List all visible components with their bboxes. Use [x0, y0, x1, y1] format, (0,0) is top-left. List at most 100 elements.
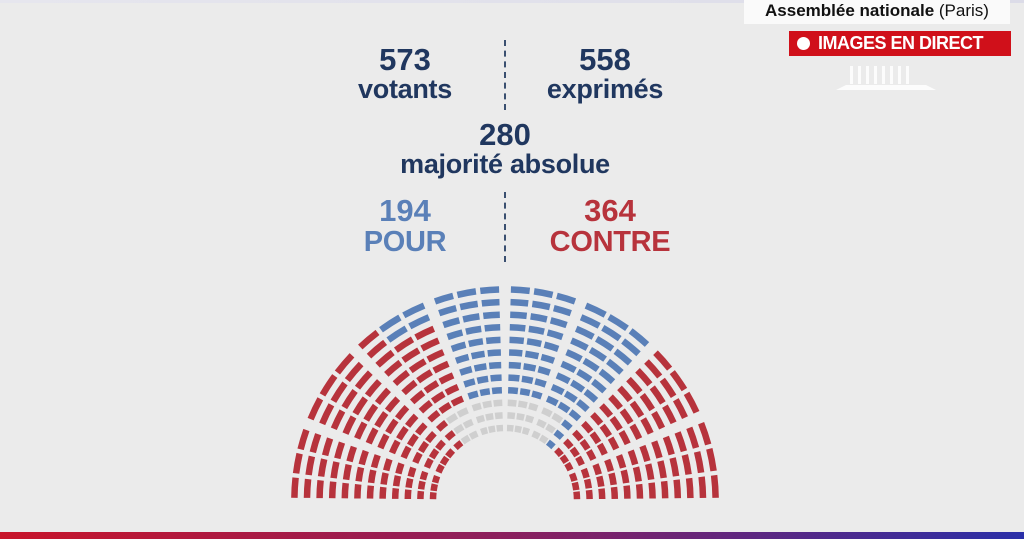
seat-arc — [599, 403, 614, 418]
seat-arc — [450, 341, 467, 352]
seat-arc — [507, 412, 516, 420]
top-divider — [504, 40, 506, 110]
seat-arc — [494, 412, 503, 420]
seat-arc — [510, 286, 531, 295]
seat-arc — [594, 335, 615, 352]
seat-arc — [609, 416, 623, 432]
seat-arc — [445, 412, 459, 425]
seat-arc — [683, 391, 700, 414]
seat-arc — [514, 425, 523, 434]
seat-arc — [366, 485, 375, 499]
seat-arc — [374, 387, 391, 405]
seat-arc — [561, 419, 573, 431]
seat-arc — [460, 434, 471, 445]
seat-arc — [607, 314, 629, 331]
bottom-gradient-bar — [0, 532, 1024, 539]
seat-arc — [553, 429, 565, 440]
seat-arc — [606, 358, 624, 375]
seat-arc — [427, 410, 441, 423]
seat-arc — [445, 448, 456, 459]
seat-arc — [615, 454, 627, 469]
seat-arc — [384, 396, 401, 413]
seat-arc — [305, 455, 316, 476]
seat-arc — [592, 463, 602, 476]
seat-arc — [479, 388, 491, 397]
seat-arc — [370, 454, 381, 469]
seat-arc — [374, 411, 389, 428]
seat-arc — [487, 349, 501, 357]
seat-arc — [521, 427, 530, 436]
seat-arc — [568, 472, 578, 482]
seat-arc — [444, 430, 456, 441]
seat-arc — [432, 360, 450, 374]
seat-arc — [555, 372, 571, 385]
seat-arc — [560, 360, 577, 374]
seat-arc — [519, 388, 531, 397]
seat-arc — [307, 397, 324, 421]
seat-arc — [507, 386, 519, 395]
seat-arc — [297, 428, 310, 451]
seat-arc — [572, 429, 584, 442]
seat-arc — [698, 422, 712, 446]
seat-arc — [391, 488, 400, 499]
seat-arc — [635, 368, 653, 387]
seat-arc — [693, 451, 705, 474]
bottom-divider — [504, 192, 506, 262]
exprimes-block: 558 exprimés — [520, 42, 690, 105]
seat-arc — [574, 325, 595, 340]
seat-arc — [509, 336, 525, 345]
seat-arc — [423, 457, 434, 469]
seat-arc — [531, 300, 551, 311]
seat-arc — [383, 458, 393, 472]
seat-arc — [493, 399, 503, 407]
seat-arc — [528, 325, 545, 335]
seat-arc — [319, 374, 338, 397]
seat-arc — [533, 288, 554, 299]
seat-arc — [342, 415, 357, 435]
seat-arc — [482, 400, 493, 409]
seat-arc — [439, 455, 450, 466]
seat-arc — [557, 401, 571, 414]
seat-arc — [480, 427, 489, 436]
seat-arc — [456, 288, 477, 299]
seat-arc — [589, 431, 602, 445]
seat-arc — [418, 400, 433, 414]
seat-arc — [651, 440, 663, 459]
seat-arc — [510, 311, 528, 320]
seat-arc — [599, 423, 613, 438]
seat-arc — [706, 448, 717, 472]
seat-arc — [607, 436, 620, 451]
seat-arc — [526, 338, 542, 348]
contre-label: CONTRE — [549, 226, 671, 258]
seat-arc — [354, 484, 362, 499]
seat-arc — [334, 441, 346, 460]
seat-arc — [531, 390, 543, 400]
seat-arc — [552, 304, 572, 317]
location-city: (Paris) — [938, 1, 989, 20]
seat-arc — [591, 378, 607, 394]
seat-arc — [375, 349, 395, 368]
seat-arc — [530, 313, 548, 323]
seat-arc — [653, 350, 673, 371]
live-dot-icon — [797, 37, 810, 50]
seat-arc — [621, 338, 641, 357]
seat-arc — [479, 286, 500, 295]
seat-arc — [392, 369, 410, 386]
seat-arc — [570, 337, 589, 351]
seat-arc — [309, 433, 322, 454]
contre-block: 364 CONTRE — [530, 193, 690, 259]
seat-arc — [475, 414, 486, 424]
seat-arc — [346, 445, 357, 463]
seat-arc — [629, 423, 643, 440]
seat-arc — [620, 469, 630, 484]
seat-arc — [491, 386, 503, 395]
seat-arc — [669, 457, 680, 477]
seat-arc — [554, 447, 564, 458]
seat-arc — [571, 481, 580, 491]
seat-arc — [442, 317, 461, 329]
seat-arc — [575, 455, 585, 467]
seat-arc — [417, 440, 430, 454]
seat-arc — [545, 395, 559, 407]
seat-arc — [354, 370, 373, 390]
